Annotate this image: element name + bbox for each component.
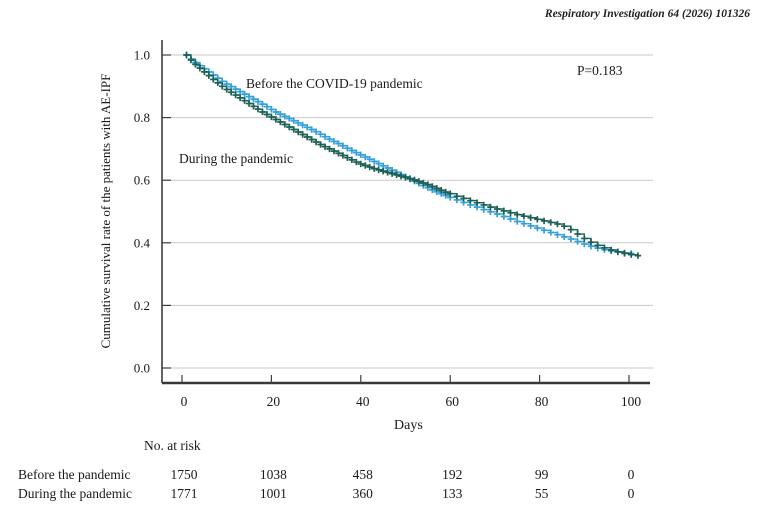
risk-value: 0: [627, 467, 635, 482]
risk-row-label: During the pandemic: [18, 486, 132, 501]
y-tick-label: 0.8: [134, 110, 150, 125]
risk-table-title: No. at risk: [144, 438, 201, 453]
x-tick-label: 20: [267, 394, 281, 409]
journal-citation: Respiratory Investigation 64 (2026) 1013…: [544, 8, 750, 20]
risk-value: 1771: [170, 486, 198, 501]
risk-value: 360: [352, 486, 373, 501]
risk-value: 0: [627, 486, 635, 501]
x-tick-label: 60: [445, 394, 459, 409]
x-tick-label: 40: [356, 394, 370, 409]
y-tick-label: 0.4: [134, 235, 151, 250]
risk-value: 192: [442, 467, 463, 482]
risk-value: 99: [534, 467, 549, 482]
censor-marks: [183, 51, 642, 259]
curve-label-before-pandemic: Before the COVID-19 pandemic: [246, 76, 423, 91]
p-value-annotation: P=0.183: [577, 63, 623, 78]
curve-label-during-pandemic: During the pandemic: [179, 151, 293, 166]
x-tick-label: 100: [621, 394, 642, 409]
y-tick-label: 0.2: [134, 298, 150, 313]
x-tick-label: 80: [535, 394, 549, 409]
risk-value: 55: [534, 486, 549, 501]
x-axis-title: Days: [394, 418, 423, 433]
risk-value: 1001: [259, 486, 287, 501]
risk-value: 458: [352, 467, 373, 482]
y-axis-title: Cumulative survival rate of the patients…: [98, 73, 113, 349]
x-tick-label: 0: [181, 394, 188, 409]
y-tick-label: 1.0: [134, 48, 150, 63]
risk-value: 1750: [170, 467, 198, 482]
y-tick-label: 0.0: [134, 361, 150, 376]
y-tick-label: 0.6: [134, 173, 151, 188]
risk-value: 1038: [259, 467, 287, 482]
risk-value: 133: [442, 486, 463, 501]
risk-row-label: Before the pandemic: [18, 467, 131, 482]
